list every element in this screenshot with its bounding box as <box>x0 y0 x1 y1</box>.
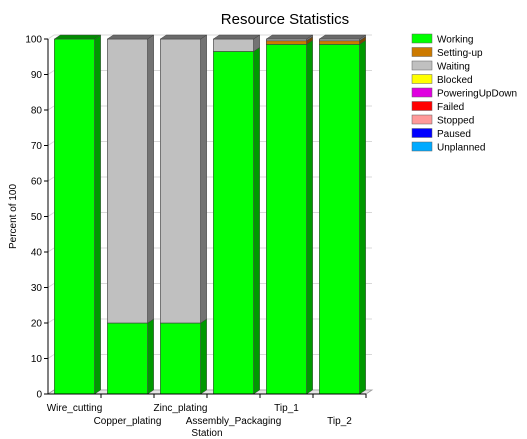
bar-segment <box>319 40 360 45</box>
legend-label: Stopped <box>437 116 474 127</box>
plot-area <box>46 34 374 395</box>
legend-item: Working <box>411 33 474 46</box>
gridline-side <box>47 283 55 288</box>
legend-item: Waiting <box>411 60 470 73</box>
bar-top <box>106 34 155 40</box>
legend-label: Failed <box>437 102 464 113</box>
bar-top <box>212 34 261 40</box>
bar-top <box>159 34 208 40</box>
bar-segment <box>160 38 201 324</box>
bar-stack <box>212 34 261 395</box>
legend-swatch <box>411 128 433 138</box>
bar-segment-side <box>147 34 154 324</box>
chart-title: Resource Statistics <box>221 11 349 28</box>
legend-label: Paused <box>437 129 471 140</box>
gridline-side <box>47 247 55 253</box>
legend-item: PoweringUpDown <box>411 87 517 100</box>
gridline-side <box>47 105 55 111</box>
y-tick-label: 80 <box>31 106 43 117</box>
bar-segment-side <box>147 318 154 395</box>
gridline-side <box>47 176 55 182</box>
legend-item: Blocked <box>411 74 473 86</box>
gridline-side <box>47 212 55 217</box>
bar-segment-side <box>359 39 366 395</box>
x-tick-label: Tip_2 <box>327 416 352 427</box>
bar-stack <box>159 34 208 395</box>
legend-label: Working <box>437 35 474 46</box>
bar-segment <box>266 40 307 45</box>
legend-item: Unplanned <box>411 141 485 154</box>
bar-segment-side <box>200 318 207 395</box>
legend-swatch <box>411 60 433 71</box>
y-tick-label: 40 <box>31 248 43 259</box>
bar-stack <box>53 34 102 395</box>
gridline-side <box>47 354 55 359</box>
y-tick-label: 50 <box>31 212 43 223</box>
bar-segment <box>107 322 148 395</box>
x-tick-label: Zinc_plating <box>154 403 208 414</box>
gridline-side <box>47 70 55 75</box>
y-tick-label: 0 <box>36 390 42 401</box>
bar-segment <box>160 322 201 395</box>
bar-segment <box>319 38 360 42</box>
bar-top <box>318 34 367 40</box>
legend-swatch <box>411 74 433 84</box>
legend: Working Setting-up Waiting Blocked PoweringU… <box>411 33 517 154</box>
bar-top <box>265 34 314 40</box>
x-axis-label: Station <box>191 428 222 439</box>
legend-swatch <box>411 87 433 98</box>
y-tick-label: 20 <box>31 319 43 330</box>
bar-segment-side <box>94 34 101 395</box>
axes: 0 10 20 30 40 50 60 70 80 90 100 Wire_cutting Copper… <box>8 35 367 439</box>
legend-label: Blocked <box>437 75 473 86</box>
gridline-side <box>47 318 55 324</box>
x-tick-label: Tip_1 <box>274 403 299 414</box>
legend-label: Setting-up <box>437 48 483 59</box>
y-tick-label: 90 <box>31 70 43 81</box>
legend-swatch <box>411 101 433 111</box>
y-tick-label: 30 <box>31 283 43 294</box>
x-tick-label: Assembly_Packaging <box>186 416 282 427</box>
legend-item: Stopped <box>411 114 474 127</box>
y-tick-label: 10 <box>31 354 43 365</box>
bar-stack <box>318 34 367 395</box>
bar-segment-side <box>200 34 207 324</box>
legend-swatch <box>411 33 433 44</box>
x-tick-label: Copper_plating <box>94 416 162 427</box>
y-tick-label: 100 <box>25 35 42 46</box>
bar-segment <box>213 38 254 52</box>
legend-label: Unplanned <box>437 143 485 154</box>
legend-swatch <box>411 114 433 125</box>
legend-swatch <box>411 47 433 57</box>
legend-item: Setting-up <box>411 47 483 59</box>
x-tick-label: Wire_cutting <box>47 403 103 414</box>
bar-stack <box>265 34 314 395</box>
legend-item: Failed <box>411 101 464 113</box>
y-tick-label: 60 <box>31 177 43 188</box>
y-tick-label: 70 <box>31 141 43 152</box>
legend-label: Waiting <box>437 62 470 73</box>
bar-segment <box>319 44 360 395</box>
gridline-side <box>47 141 55 146</box>
legend-swatch <box>411 141 433 152</box>
bar-segment-side <box>306 39 313 395</box>
legend-label: PoweringUpDown <box>437 89 517 100</box>
bar-stack <box>106 34 155 395</box>
y-axis-label: Percent of 100 <box>8 184 19 249</box>
bar-segment <box>266 38 307 42</box>
bar-segment <box>266 44 307 395</box>
gridline-side <box>47 34 55 40</box>
bar-segment-side <box>253 46 260 395</box>
bar-top <box>53 34 102 40</box>
bar-segment <box>54 38 95 395</box>
legend-item: Paused <box>411 128 471 140</box>
bar-segment <box>107 38 148 324</box>
bar-segment <box>213 51 254 395</box>
